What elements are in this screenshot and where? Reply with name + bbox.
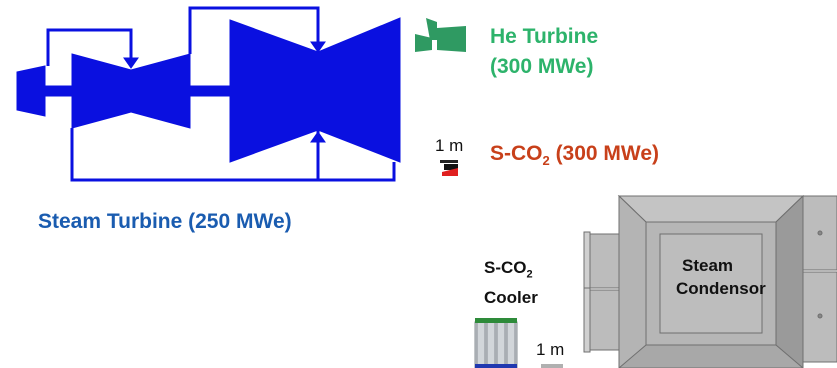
scale-bar-top (440, 160, 458, 163)
cooler-top-strip (475, 318, 517, 323)
steam-turbine-hp-section (71, 53, 132, 129)
he-turbine-graphic (415, 18, 466, 52)
steam-turbine-lp-section-left (229, 19, 319, 163)
sco2-label-sub: 2 (542, 153, 550, 169)
steam-turbine-ip-section (130, 53, 191, 129)
steam-pipe-top-small (46, 28, 133, 66)
sco2-turbine-body (444, 164, 458, 170)
scale-label-top: 1 m (435, 136, 464, 155)
he-turbine-body-right (437, 26, 466, 52)
scale-bar-bottom (541, 364, 563, 368)
steam-pipe-top-large (188, 6, 320, 54)
sco2-turbine-red (442, 168, 458, 176)
steam-pipe-bottom (70, 128, 396, 182)
condensor-label-line1: Steam (682, 256, 734, 275)
sco2-cooler-label: S-CO2 Cooler (484, 256, 538, 309)
he-turbine-label-line1: He Turbine (490, 25, 599, 48)
cooler-label-prefix: S-CO (484, 258, 527, 277)
steam-condenser-graphic (583, 194, 837, 368)
sco2-label-prefix: S-CO (490, 142, 543, 165)
sco2-label-suffix: (300 MWe) (549, 142, 660, 165)
sco2-turbine-graphic (440, 160, 458, 176)
he-turbine-label-line2: (300 MWe) (490, 55, 594, 78)
arrow-up-bottom (310, 131, 326, 143)
steam-turbine-graphic (16, 6, 401, 182)
cooler-label-line2: Cooler (484, 288, 538, 308)
cooler-bottom-strip (475, 364, 517, 368)
sco2-cooler-graphic (474, 318, 518, 368)
condensor-label-line2: Condensor (676, 279, 766, 298)
steam-turbine-label: Steam Turbine (250 MWe) (38, 210, 292, 233)
cooler-label-sub: 2 (526, 268, 533, 281)
he-turbine-top (426, 18, 437, 40)
steam-condensor-label: Steam Condensor (676, 254, 766, 300)
arrow-down-large (310, 41, 326, 53)
steam-turbine-lp-section-right (317, 17, 401, 163)
he-turbine-body-left (415, 34, 432, 52)
steam-turbine-inlet-stub (16, 65, 46, 117)
sco2-turbine-label: S-CO2 (300 MWe) (490, 142, 659, 168)
scale-label-bottom: 1 m (536, 340, 565, 359)
arrow-down-small (123, 57, 139, 69)
